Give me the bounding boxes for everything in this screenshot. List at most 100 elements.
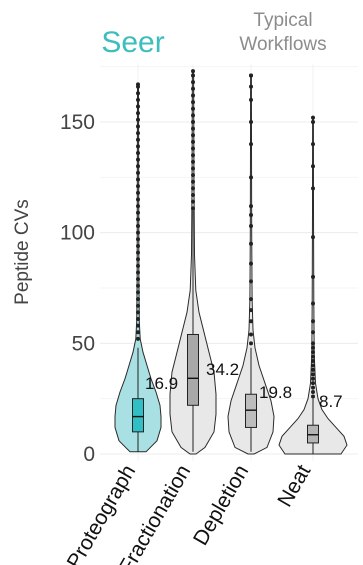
- outlier-point: [136, 250, 140, 255]
- outlier-point: [311, 274, 315, 279]
- outlier-point: [136, 303, 140, 308]
- y-axis-label: Peptide CVs: [12, 199, 33, 305]
- outlier-point: [249, 332, 253, 337]
- median-label: 19.8: [259, 383, 292, 402]
- outlier-point: [191, 173, 195, 178]
- outlier-point: [249, 297, 253, 302]
- outlier-point: [191, 186, 195, 191]
- outlier-point: [311, 319, 315, 324]
- outlier-point: [136, 91, 140, 96]
- outlier-point: [311, 367, 315, 372]
- outlier-point: [136, 170, 140, 175]
- outlier-point: [136, 277, 140, 282]
- outlier-point: [136, 336, 140, 341]
- outlier-point: [136, 330, 140, 335]
- outlier-point: [249, 341, 253, 346]
- box: [132, 398, 144, 433]
- outlier-point: [311, 363, 315, 368]
- outlier-point: [191, 166, 195, 171]
- outlier-point: [249, 212, 253, 217]
- outlier-point: [311, 376, 315, 381]
- outlier-point: [136, 104, 140, 109]
- outlier-point: [191, 133, 195, 138]
- outlier-point: [311, 359, 315, 364]
- outlier-point: [136, 217, 140, 222]
- median-label: 8.7: [319, 392, 343, 411]
- outlier-point: [311, 390, 315, 395]
- outlier-point: [136, 283, 140, 288]
- outlier-point: [136, 164, 140, 169]
- outlier-point: [249, 84, 253, 89]
- y-tick-label: 100: [60, 222, 95, 245]
- outlier-point: [136, 124, 140, 129]
- y-axis: 0 50 100 150 Peptide CVs: [12, 111, 95, 466]
- outlier-point: [136, 243, 140, 248]
- outlier-point: [311, 341, 315, 346]
- outlier-point: [311, 164, 315, 169]
- outlier-point: [136, 150, 140, 155]
- outlier-point: [136, 82, 140, 87]
- box: [187, 333, 199, 406]
- outlier-point: [136, 210, 140, 215]
- seer-title: Seer: [101, 26, 165, 59]
- violin-depletion: [227, 73, 275, 455]
- outlier-point: [191, 139, 195, 144]
- outlier-point: [191, 100, 195, 105]
- outlier-point: [311, 350, 315, 355]
- y-tick-label: 50: [72, 332, 95, 355]
- outlier-point: [249, 241, 253, 246]
- violin-neat: [278, 115, 348, 455]
- outlier-point: [249, 319, 253, 324]
- outlier-point: [311, 372, 315, 377]
- median-label: 34.2: [206, 360, 239, 379]
- violin-fractionation: [169, 69, 217, 455]
- outlier-point: [136, 137, 140, 142]
- outlier-point: [311, 381, 315, 386]
- outlier-point: [191, 199, 195, 204]
- outlier-point: [191, 73, 195, 78]
- outlier-point: [249, 97, 253, 102]
- outlier-point: [191, 193, 195, 198]
- outlier-point: [311, 354, 315, 359]
- outlier-point: [311, 330, 315, 335]
- outlier-point: [191, 86, 195, 91]
- outlier-point: [311, 345, 315, 350]
- outlier-point: [136, 257, 140, 262]
- outlier-point: [249, 224, 253, 229]
- outlier-point: [136, 290, 140, 295]
- outlier-point: [136, 297, 140, 302]
- outlier-point: [311, 385, 315, 390]
- typical-workflows-title: Typical Workflows: [222, 9, 344, 57]
- outlier-point: [136, 117, 140, 122]
- outlier-point: [249, 175, 253, 180]
- outlier-point: [249, 73, 253, 78]
- outlier-point: [136, 131, 140, 136]
- outlier-point: [136, 157, 140, 162]
- outlier-point: [191, 179, 195, 184]
- outlier-point: [191, 126, 195, 131]
- outlier-point: [311, 115, 315, 120]
- outlier-point: [311, 186, 315, 191]
- outlier-point: [136, 323, 140, 328]
- outlier-point: [249, 142, 253, 147]
- outlier-point: [191, 146, 195, 151]
- x-tick-label: Neat: [273, 461, 315, 511]
- outlier-point: [311, 394, 315, 399]
- outlier-point: [311, 120, 315, 124]
- y-tick-label: 0: [83, 443, 95, 466]
- outlier-point: [191, 153, 195, 158]
- violin-proteograph: [114, 82, 162, 453]
- typical-title-line1: Typical: [253, 10, 313, 31]
- outlier-point: [136, 224, 140, 229]
- outlier-point: [249, 204, 253, 209]
- outlier-point: [136, 204, 140, 209]
- outlier-point: [136, 270, 140, 275]
- outlier-point: [136, 144, 140, 149]
- outlier-point: [311, 235, 315, 240]
- outlier-point: [136, 190, 140, 195]
- outlier-point: [136, 177, 140, 182]
- outlier-point: [136, 184, 140, 189]
- outlier-point: [249, 308, 253, 313]
